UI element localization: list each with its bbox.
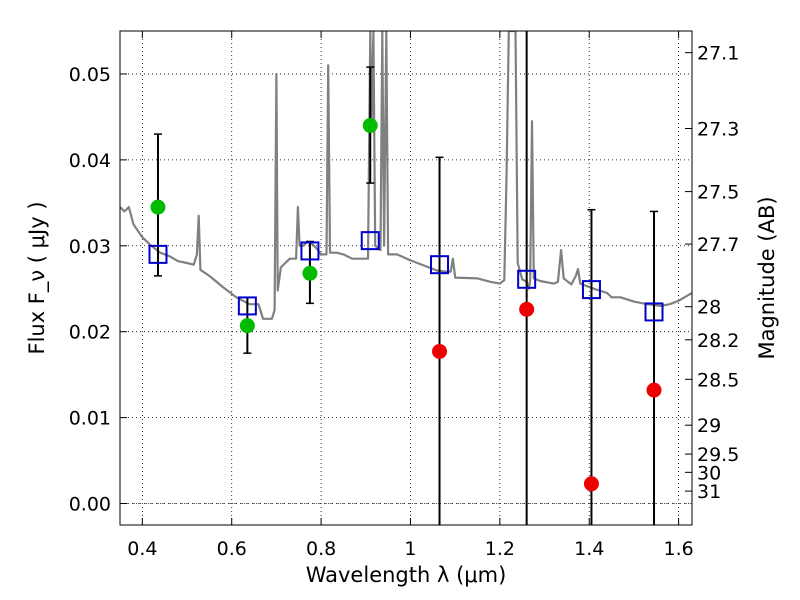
y-axis-right-label: Magnitude (AB) [755, 196, 779, 359]
x-tick-label: 1 [404, 538, 416, 560]
plot-data [120, 31, 692, 525]
upper-limit-point [646, 382, 662, 398]
model-spectrum-line [120, 31, 692, 320]
y-tick-label: 0.05 [69, 64, 111, 86]
y-tick-label: 0.03 [69, 236, 111, 258]
plot-frame [119, 30, 693, 526]
model-flux-square [148, 244, 168, 264]
mag-tick-label: 30 [697, 462, 721, 484]
model-flux-square [360, 231, 380, 251]
detection-point [239, 318, 255, 334]
axes: 0.4 0.6 0.8 1 1.2 1.4 1.6 0.00 0.01 0.02 0.03 0.04 0… [69, 31, 739, 560]
y-axis-label: Flux F_ν ( μJy ) [25, 201, 50, 354]
mag-tick-label: 31 [697, 481, 721, 503]
x-tick-label: 0.4 [127, 538, 157, 560]
mag-tick-label: 27.5 [697, 182, 739, 204]
mag-tick-label: 27.3 [697, 118, 739, 140]
x-axis-label: Wavelength λ (μm) [306, 563, 507, 587]
model-flux-square [300, 241, 320, 261]
detection-point [362, 118, 378, 134]
y-tick-label: 0.02 [69, 322, 111, 344]
mag-tick-label: 27.7 [697, 234, 739, 256]
model-flux-square [237, 296, 257, 316]
upper-limit-point [519, 301, 535, 317]
model-flux-square [517, 269, 537, 289]
x-tick-label: 0.6 [217, 538, 247, 560]
detection-point [302, 265, 318, 281]
mag-tick-label: 27.1 [697, 43, 739, 65]
mag-tick-label: 28 [697, 297, 721, 319]
x-tick-label: 0.8 [306, 538, 336, 560]
detection-point [150, 199, 166, 215]
mag-tick-label: 28.2 [697, 330, 739, 352]
mag-tick-label: 29.5 [697, 444, 739, 466]
model-flux-square [430, 255, 450, 275]
y-tick-label: 0.00 [69, 494, 111, 516]
upper-limit-point [583, 476, 599, 492]
model-flux-square [581, 280, 601, 300]
model-flux-square [644, 302, 664, 322]
y-tick-label: 0.01 [69, 408, 111, 430]
mag-tick-label: 29 [697, 415, 721, 437]
y-tick-label: 0.04 [69, 150, 111, 172]
x-tick-label: 1.4 [574, 538, 604, 560]
upper-limit-point [432, 343, 448, 359]
x-tick-label: 1.2 [485, 538, 515, 560]
x-tick-label: 1.6 [663, 538, 693, 560]
mag-tick-label: 28.5 [697, 369, 739, 391]
